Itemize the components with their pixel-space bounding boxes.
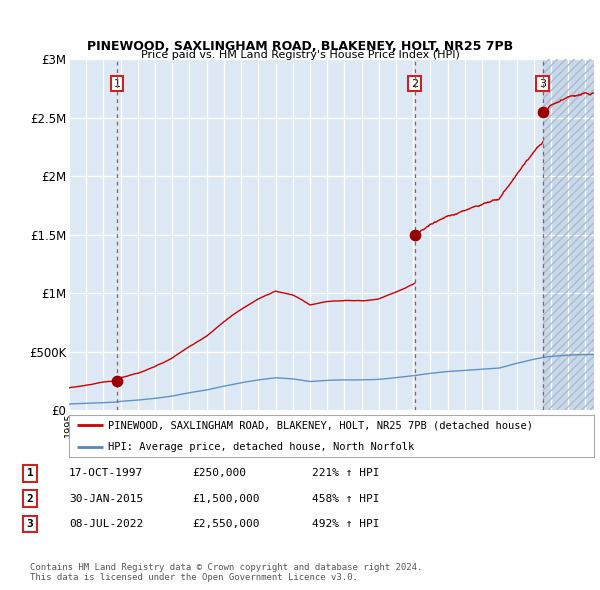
Bar: [543, 59, 594, 410]
Text: 458% ↑ HPI: 458% ↑ HPI: [312, 494, 380, 503]
Text: 17-OCT-1997: 17-OCT-1997: [69, 468, 143, 478]
Text: HPI: Average price, detached house, North Norfolk: HPI: Average price, detached house, Nort…: [109, 442, 415, 451]
Text: 3: 3: [539, 78, 546, 88]
Text: 2: 2: [411, 78, 418, 88]
Text: 1: 1: [113, 78, 121, 88]
Text: £1,500,000: £1,500,000: [192, 494, 260, 503]
Bar: [543, 59, 594, 410]
Point: [410, 230, 419, 240]
Text: 1: 1: [26, 468, 34, 478]
Text: £2,550,000: £2,550,000: [192, 519, 260, 529]
Text: 3: 3: [26, 519, 34, 529]
Text: PINEWOOD, SAXLINGHAM ROAD, BLAKENEY, HOLT, NR25 7PB: PINEWOOD, SAXLINGHAM ROAD, BLAKENEY, HOL…: [87, 40, 513, 53]
Text: Price paid vs. HM Land Registry's House Price Index (HPI): Price paid vs. HM Land Registry's House …: [140, 51, 460, 60]
Text: PINEWOOD, SAXLINGHAM ROAD, BLAKENEY, HOLT, NR25 7PB (detached house): PINEWOOD, SAXLINGHAM ROAD, BLAKENEY, HOL…: [109, 421, 533, 430]
Text: 08-JUL-2022: 08-JUL-2022: [69, 519, 143, 529]
Point: [538, 107, 548, 116]
Text: 30-JAN-2015: 30-JAN-2015: [69, 494, 143, 503]
Text: £250,000: £250,000: [192, 468, 246, 478]
Text: 2: 2: [26, 494, 34, 503]
Point: [112, 376, 122, 385]
Text: Contains HM Land Registry data © Crown copyright and database right 2024.
This d: Contains HM Land Registry data © Crown c…: [30, 563, 422, 582]
Text: 492% ↑ HPI: 492% ↑ HPI: [312, 519, 380, 529]
Text: 221% ↑ HPI: 221% ↑ HPI: [312, 468, 380, 478]
